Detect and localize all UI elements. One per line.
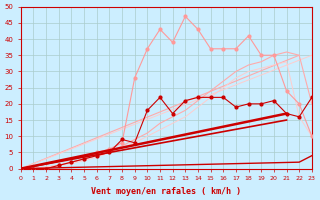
X-axis label: Vent moyen/en rafales ( km/h ): Vent moyen/en rafales ( km/h ) [91,187,241,196]
